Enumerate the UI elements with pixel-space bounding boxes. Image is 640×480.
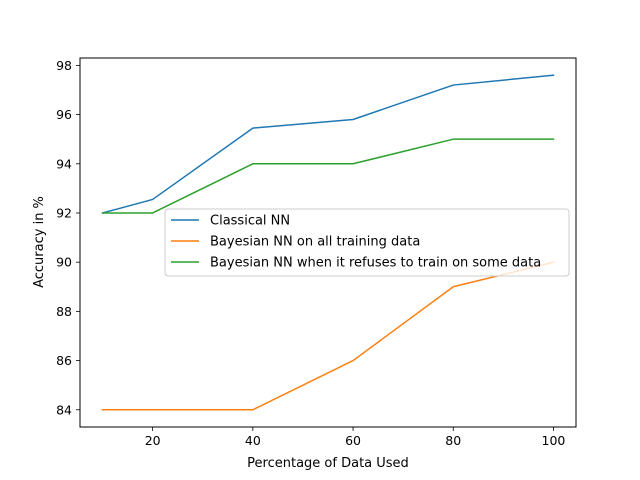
x-tick-label: 100 xyxy=(542,433,566,448)
y-tick-label: 98 xyxy=(56,58,72,73)
y-axis-label: Accuracy in % xyxy=(32,196,47,288)
x-tick-label: 40 xyxy=(245,433,261,448)
x-tick-label: 20 xyxy=(145,433,161,448)
y-tick-label: 88 xyxy=(56,304,72,319)
legend-label-2: Bayesian NN on all training data xyxy=(210,235,420,250)
legend-label-1: Classical NN xyxy=(210,214,290,229)
y-tick-label: 92 xyxy=(56,205,72,220)
series-line-3 xyxy=(101,138,555,214)
series-line-1 xyxy=(101,74,555,214)
y-tick-label: 96 xyxy=(56,107,72,122)
legend-box xyxy=(164,208,570,277)
plot-frame xyxy=(79,57,577,428)
y-axis-ticks: 84 86 88 90 92 94 96 98 xyxy=(56,58,80,417)
x-axis-ticks: 20 40 60 80 100 xyxy=(145,427,566,448)
series-line-2 xyxy=(101,261,555,411)
legend: Classical NN Bayesian NN on all training … xyxy=(164,208,570,277)
series-layer xyxy=(101,74,555,411)
legend-label-3: Bayesian NN when it refuses to train on … xyxy=(210,256,541,271)
x-tick-label: 80 xyxy=(445,433,461,448)
y-tick-label: 90 xyxy=(56,255,72,270)
x-tick-label: 60 xyxy=(345,433,361,448)
x-axis-label: Percentage of Data Used xyxy=(247,456,409,471)
y-tick-label: 84 xyxy=(56,402,72,417)
y-tick-label: 94 xyxy=(56,156,72,171)
y-tick-label: 86 xyxy=(56,353,72,368)
